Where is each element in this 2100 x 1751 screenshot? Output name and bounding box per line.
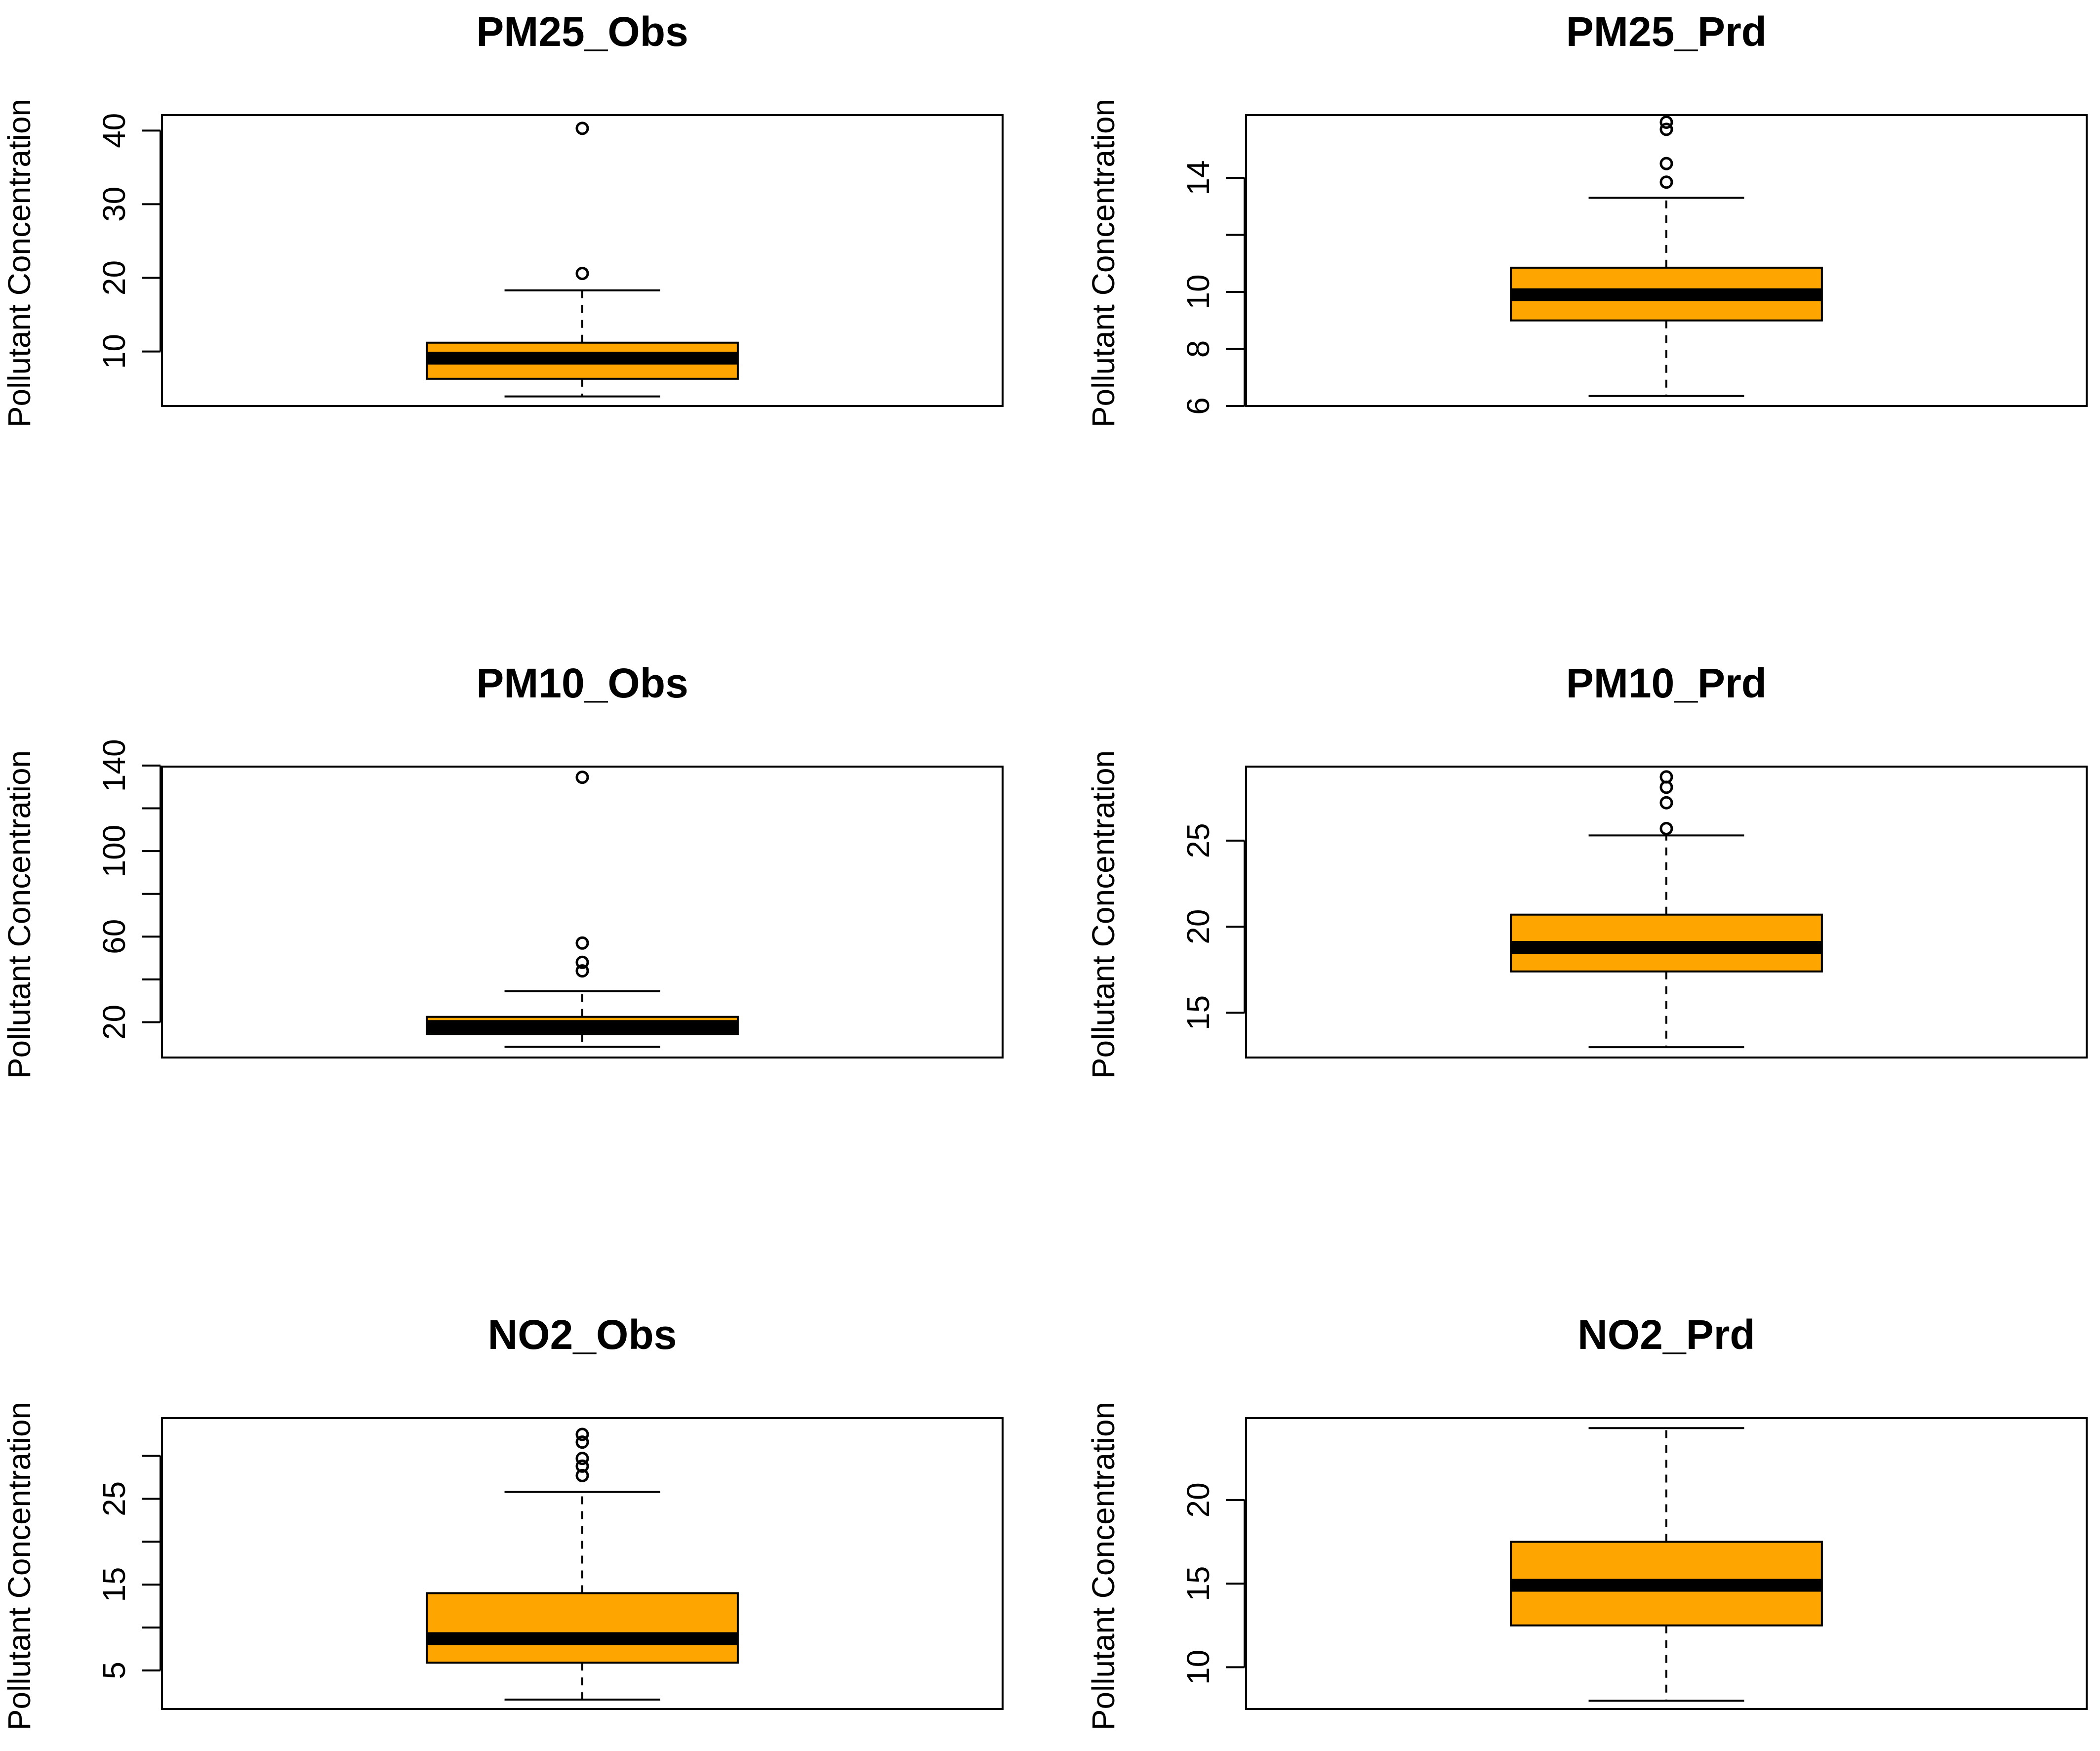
y-tick-label: 60 [96,919,132,954]
boxplot-panel: PM25_Prd 6 8 10 14 Pollutant Concentration [1086,8,2088,427]
y-axis-title: Pollutant Concentration [1,1402,37,1730]
panel-title: PM25_Obs [476,8,688,55]
y-tick-label: 10 [96,334,132,369]
plot-frame [1245,114,2088,407]
boxplot-panel: NO2_Obs 5 15 25 Pollutant Concentration [1,1311,1004,1730]
outlier-point [1659,115,1673,129]
panel-title: NO2_Obs [488,1311,677,1358]
outlier-point [1659,175,1673,189]
plot-frame [161,114,1004,407]
panel-title: PM25_Prd [1566,8,1767,55]
plot-frame [1245,766,2088,1059]
y-axis-title: Pollutant Concentration [1,750,37,1079]
y-tick-label: 14 [1180,160,1216,195]
outlier-point [575,936,589,950]
panel-title: PM10_Obs [476,660,688,706]
y-tick-label: 25 [1180,823,1216,858]
plot-frame [161,1417,1004,1710]
panel-title: PM10_Prd [1566,660,1767,706]
plot-frame [1245,1417,2088,1710]
y-axis-title: Pollutant Concentration [1,99,37,427]
outlier-point [1659,122,1673,136]
panel-title: NO2_Prd [1577,1311,1755,1358]
y-tick-label: 30 [96,187,132,222]
y-tick-label: 8 [1180,340,1216,358]
boxplot-panel: PM10_Prd 15 20 25 Pollutant Concentration [1086,660,2088,1079]
y-tick-label: 140 [96,739,132,792]
y-tick-label: 25 [96,1481,132,1516]
outlier-point [575,1435,589,1449]
y-tick-label: 20 [1180,909,1216,944]
outlier-point [575,1459,589,1473]
boxplot-panel: PM25_Obs 10 20 30 40 Pollutant Concentration [1,8,1004,427]
y-tick-label: 20 [96,260,132,295]
iqr-box [426,1592,739,1664]
y-tick-label: 15 [96,1567,132,1602]
outlier-point [575,267,589,281]
outlier-point [575,771,589,784]
y-tick-label: 6 [1180,397,1216,415]
plot-frame [161,766,1004,1059]
boxplot-panel: PM10_Obs 20 60 100 140 Pollutant Concentratio… [1,660,1004,1079]
outlier-point [1659,821,1673,835]
y-tick-label: 15 [1180,995,1216,1030]
boxplot-panel: NO2_Prd 10 15 20 Pollutant Concentration [1086,1311,2088,1730]
y-tick-label: 15 [1180,1566,1216,1601]
outlier-point [575,1427,589,1441]
outlier-point [575,1452,589,1466]
y-axis-title: Pollutant Concentration [1086,750,1121,1079]
outlier-point [575,1468,589,1482]
y-tick-label: 10 [1180,1650,1216,1685]
y-tick-label: 40 [96,113,132,148]
y-tick-label: 20 [1180,1482,1216,1517]
outlier-point [1659,796,1673,810]
y-tick-label: 5 [96,1662,132,1679]
outlier-point [1659,770,1673,784]
y-tick-label: 100 [96,825,132,878]
y-tick-label: 10 [1180,274,1216,309]
outlier-point [1659,157,1673,170]
outlier-point [575,955,589,969]
y-tick-label: 20 [96,1005,132,1040]
y-axis-title: Pollutant Concentration [1086,99,1121,427]
y-axis-title: Pollutant Concentration [1086,1402,1121,1730]
outlier-point [575,122,589,135]
outlier-point [575,964,589,978]
